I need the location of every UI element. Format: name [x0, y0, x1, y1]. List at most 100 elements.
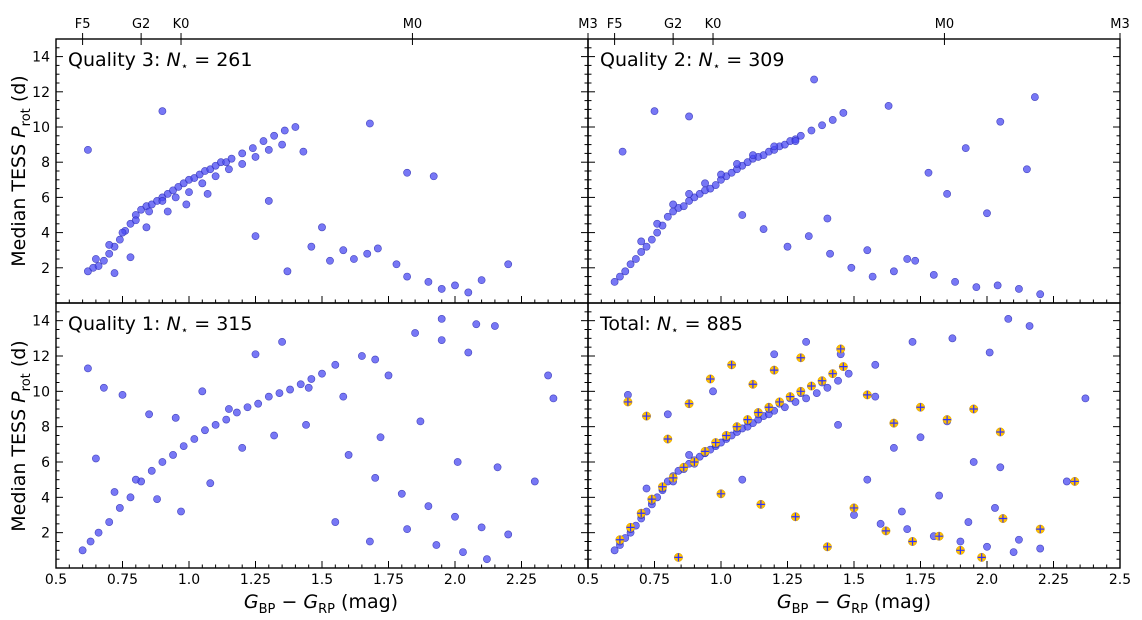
data-point	[206, 165, 215, 174]
data-points	[78, 314, 558, 564]
top-tick-label: M3	[1110, 17, 1130, 32]
data-point	[759, 151, 768, 160]
highlight-cross	[996, 427, 1005, 436]
highlight-cross	[642, 412, 651, 421]
data-point	[823, 383, 832, 392]
highlight-cross	[685, 399, 694, 408]
data-point	[251, 350, 260, 359]
data-point	[275, 389, 284, 397]
data-point	[669, 200, 678, 209]
data-point	[618, 147, 627, 156]
data-point	[185, 188, 193, 197]
data-point	[530, 477, 539, 486]
data-point	[929, 270, 938, 279]
data-point	[717, 170, 725, 179]
x-tick-label: 1.0	[710, 572, 732, 588]
data-point	[392, 260, 401, 269]
highlight-cross	[807, 382, 816, 391]
data-point	[453, 458, 462, 466]
data-point	[224, 165, 233, 174]
data-point	[211, 420, 220, 429]
panel-top-left: 2 4 6 8 10 12 14 F5 G2 K0 M0 M3 Quality 3: N⋆ = 261	[32, 17, 598, 304]
data-point	[701, 179, 709, 188]
highlight-cross	[754, 408, 763, 417]
panel-title-eq: =	[720, 49, 748, 71]
top-tick-label: K0	[173, 17, 190, 32]
highlight-cross	[732, 422, 741, 431]
data-point	[964, 518, 973, 526]
data-point	[935, 491, 944, 500]
data-point	[1015, 535, 1023, 544]
data-point	[331, 518, 340, 526]
data-point	[850, 511, 858, 519]
data-point	[844, 369, 853, 378]
data-point	[951, 277, 959, 286]
y-tick-label: 4	[41, 226, 50, 242]
data-point	[357, 352, 366, 360]
data-point	[621, 267, 630, 276]
data-point	[171, 193, 180, 202]
panel-title: Quality 2: N⋆ = 309	[600, 49, 784, 73]
data-point	[331, 360, 340, 369]
highlight-cross	[977, 553, 986, 562]
top-tick-label: G2	[132, 17, 150, 32]
data-point	[1036, 290, 1045, 299]
data-point	[802, 337, 811, 346]
data-point	[903, 525, 912, 534]
highlight-cross	[943, 415, 952, 424]
data-point	[504, 530, 513, 539]
top-tick-label: F5	[75, 17, 91, 32]
data-point	[459, 548, 467, 556]
data-point	[264, 392, 273, 401]
data-point	[759, 225, 768, 233]
data-point	[969, 458, 978, 466]
data-point	[424, 502, 433, 511]
data-point	[490, 322, 499, 330]
data-point	[163, 189, 172, 198]
highlight-cross	[796, 353, 805, 362]
highlight-cross	[626, 523, 635, 532]
data-point	[363, 249, 372, 258]
data-point	[115, 504, 124, 512]
panel-bottom-right: 0.5 0.75 1.0 1.25 1.5 1.75 2.0 2.25 2.5 Total: N⋆…	[577, 302, 1131, 588]
data-point	[190, 435, 199, 443]
highlight-cross	[764, 403, 773, 412]
data-point	[299, 147, 308, 156]
data-point	[232, 408, 241, 417]
data-point	[94, 528, 103, 537]
data-point	[403, 272, 412, 281]
data-point	[631, 255, 640, 263]
panel-title-star: ⋆	[181, 323, 189, 337]
data-point	[493, 463, 502, 472]
highlight-cross	[786, 392, 795, 401]
data-point	[224, 405, 233, 413]
data-point	[616, 272, 624, 281]
highlight-cross	[1036, 525, 1045, 534]
data-point	[738, 475, 747, 484]
data-point	[863, 475, 872, 484]
data-point	[908, 337, 917, 346]
data-point	[711, 181, 720, 189]
data-point	[78, 546, 87, 555]
data-point	[126, 493, 135, 502]
data-point	[238, 160, 247, 168]
data-point	[1081, 394, 1090, 403]
highlight-cross	[796, 387, 805, 396]
data-point	[307, 375, 316, 383]
highlight-cross	[701, 447, 710, 456]
data-point	[169, 451, 177, 459]
data-point	[264, 145, 273, 154]
highlight-cross	[1070, 477, 1079, 486]
data-point	[94, 262, 103, 270]
data-point	[1062, 477, 1071, 486]
data-point	[1025, 322, 1034, 330]
highlight-cross	[679, 463, 688, 472]
data-point	[890, 267, 898, 276]
data-point	[304, 383, 313, 392]
highlight-cross	[727, 360, 736, 369]
data-point	[163, 207, 172, 216]
data-point	[296, 380, 305, 389]
highlight-cross	[663, 435, 672, 444]
y-tick-label: 4	[41, 490, 50, 506]
data-point	[203, 189, 212, 198]
